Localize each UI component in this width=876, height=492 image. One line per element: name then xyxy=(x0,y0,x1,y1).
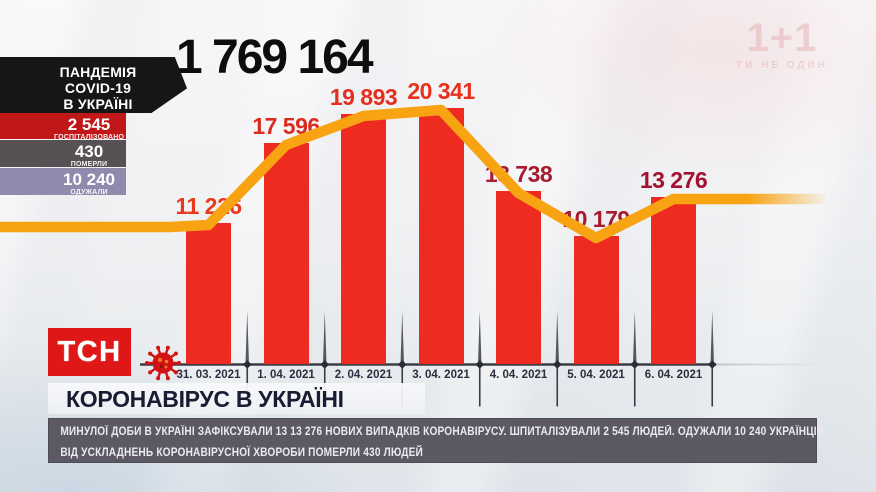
panel-title-line-2: COVID-19 xyxy=(64,80,132,96)
ticker-line-1: МИНУЛОЇ ДОБИ В УКРАЇНІ ЗАФІКСУВАЛИ 13 13… xyxy=(60,426,828,438)
axis-spike xyxy=(710,311,715,365)
stat-recovered-value: 10 240 xyxy=(63,170,115,189)
pandemic-title-panel: ПАНДЕМІЯ COVID-19 В УКРАЇНІ xyxy=(0,57,187,113)
panel-title-line-1: ПАНДЕМІЯ xyxy=(59,64,137,80)
total-cases-number: 1 769 164 xyxy=(176,31,374,84)
axis-spike xyxy=(555,311,560,365)
bar-value-label: 13 276 xyxy=(639,167,708,193)
axis-tick-diamond xyxy=(320,360,330,369)
axis-date-label: 2. 04. 2021 xyxy=(334,368,393,381)
axis-spike xyxy=(477,311,482,365)
channel-slogan: ТИ НЕ ОДИН xyxy=(736,60,828,71)
coronavirus-icon xyxy=(145,345,181,381)
stat-recovered-label: ОДУЖАЛИ xyxy=(70,189,108,196)
bar-value-label: 17 596 xyxy=(252,113,320,139)
news-ticker: МИНУЛОЇ ДОБИ В УКРАЇНІ ЗАФІКСУВАЛИ 13 13… xyxy=(48,418,827,463)
axis-spike xyxy=(322,311,327,365)
axis-spike xyxy=(245,311,250,365)
axis-tick-diamond xyxy=(242,360,252,369)
stat-died-label: ПОМЕРЛИ xyxy=(70,161,108,168)
channel-watermark: 1+1 ТИ НЕ ОДИН xyxy=(726,18,838,71)
panel-title-line-3: В УКРАЇНІ xyxy=(63,96,133,112)
tsn-logo: ТСН xyxy=(48,328,131,376)
chart-bar xyxy=(263,143,309,364)
axis-spike xyxy=(632,311,637,365)
chart-bar xyxy=(341,114,386,364)
bar-value-label: 13 738 xyxy=(484,161,553,187)
stat-recovered: 10 240 ОДУЖАЛИ xyxy=(0,168,126,196)
axis-date-label: 3. 04. 2021 xyxy=(412,368,470,381)
axis-spike xyxy=(400,311,405,365)
bar-value-label: 20 341 xyxy=(407,78,475,104)
axis-date-label: 1. 04. 2021 xyxy=(257,368,315,381)
chart-bar xyxy=(186,223,231,364)
stat-died-value: 430 xyxy=(74,142,104,161)
stat-died: 430 ПОМЕРЛИ xyxy=(0,140,126,168)
axis-tick-diamond xyxy=(397,360,407,369)
axis-tick-diamond xyxy=(475,360,485,369)
chart-bar xyxy=(651,197,696,364)
bar-value-label: 11 226 xyxy=(175,193,242,219)
headline-text: КОРОНАВІРУС В УКРАЇНІ xyxy=(66,386,344,412)
axis-date-label: 6. 04. 2021 xyxy=(644,368,703,381)
axis-tick-diamond xyxy=(630,360,640,369)
chart-bar xyxy=(418,108,464,364)
chart-bar xyxy=(573,236,619,364)
axis-date-label: 4. 04. 2021 xyxy=(489,368,548,381)
ticker-line-2: ВІД УСКЛАДНЕНЬ КОРОНАВІРУСНОЇ ХВОРОБИ ПО… xyxy=(60,446,424,459)
axis-tick-diamond xyxy=(552,360,562,369)
stat-hospitalized: 2 545 ГОСПІТАЛІЗОВАНО xyxy=(0,112,126,141)
channel-logo-1plus1: 1+1 xyxy=(746,16,818,60)
stat-hospitalized-value: 2 545 xyxy=(67,114,111,134)
bar-value-label: 10 179 xyxy=(562,206,630,232)
axis-date-label: 5. 04. 2021 xyxy=(567,368,625,381)
headline-band xyxy=(48,383,425,414)
axis-tick-diamond xyxy=(707,360,717,369)
axis-date-label: 31. 03. 2021 xyxy=(176,368,241,381)
